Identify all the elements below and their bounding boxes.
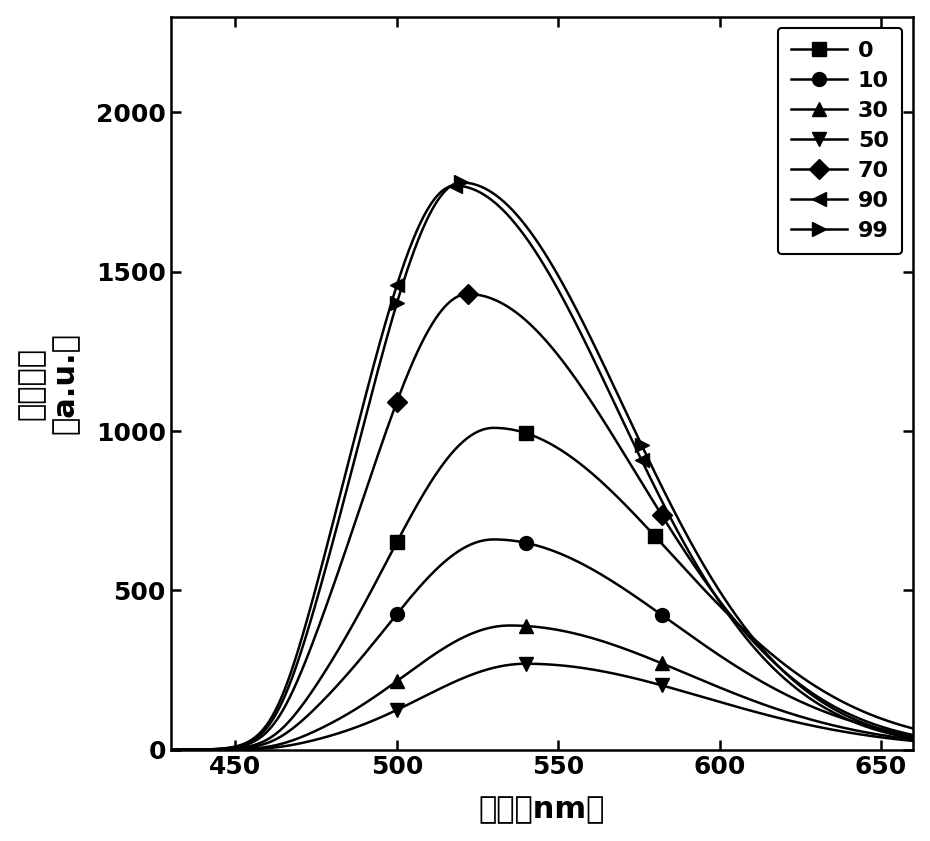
Legend: 0, 10, 30, 50, 70, 90, 99: 0, 10, 30, 50, 70, 90, 99 — [777, 28, 902, 255]
90 — [649, 483, 660, 493]
99 — [456, 177, 467, 188]
90 — [741, 634, 752, 644]
10 — [488, 534, 499, 544]
50 — [627, 673, 638, 683]
10 — [741, 668, 752, 678]
90 — [606, 394, 618, 404]
99 — [627, 420, 638, 431]
10 — [819, 706, 830, 717]
0 — [166, 745, 177, 755]
30 — [627, 647, 638, 657]
90 — [449, 181, 460, 191]
99 — [819, 699, 830, 709]
10 — [212, 744, 223, 754]
0 — [606, 487, 618, 497]
0 — [649, 532, 660, 542]
Line: 70: 70 — [171, 294, 929, 750]
50 — [741, 705, 752, 715]
99 — [923, 735, 930, 745]
50 — [212, 744, 223, 754]
50 — [649, 679, 660, 689]
30 — [649, 655, 660, 665]
0 — [488, 423, 499, 433]
30 — [166, 745, 177, 755]
99 — [166, 745, 177, 755]
30 — [923, 736, 930, 746]
90 — [166, 745, 177, 755]
X-axis label: 波长（nm）: 波长（nm） — [479, 796, 605, 824]
90 — [212, 744, 223, 754]
50 — [923, 738, 930, 748]
50 — [606, 669, 618, 679]
Line: 99: 99 — [171, 182, 929, 750]
30 — [212, 744, 223, 754]
90 — [819, 703, 830, 713]
0 — [923, 727, 930, 738]
Line: 30: 30 — [171, 626, 929, 750]
10 — [649, 606, 660, 616]
30 — [504, 621, 515, 631]
90 — [627, 436, 638, 446]
Line: 0: 0 — [171, 428, 929, 750]
99 — [649, 468, 660, 478]
Line: 10: 10 — [171, 539, 929, 750]
0 — [627, 507, 638, 517]
0 — [741, 627, 752, 637]
30 — [606, 639, 618, 649]
70 — [606, 430, 618, 440]
0 — [819, 687, 830, 697]
70 — [819, 696, 830, 706]
90 — [923, 736, 930, 746]
Line: 90: 90 — [171, 186, 929, 750]
10 — [627, 590, 638, 600]
30 — [819, 718, 830, 728]
10 — [166, 745, 177, 755]
70 — [649, 500, 660, 510]
Y-axis label: 发射强度
（a.u.）: 发射强度 （a.u.） — [17, 332, 79, 434]
99 — [212, 744, 223, 754]
70 — [923, 733, 930, 743]
70 — [212, 744, 223, 754]
99 — [741, 626, 752, 636]
50 — [166, 745, 177, 755]
50 — [819, 723, 830, 733]
10 — [606, 576, 618, 586]
50 — [521, 659, 532, 669]
Line: 50: 50 — [171, 664, 929, 750]
30 — [741, 693, 752, 703]
70 — [462, 289, 473, 299]
70 — [166, 745, 177, 755]
70 — [627, 463, 638, 473]
99 — [606, 378, 618, 388]
70 — [741, 630, 752, 640]
0 — [212, 744, 223, 754]
10 — [923, 733, 930, 743]
